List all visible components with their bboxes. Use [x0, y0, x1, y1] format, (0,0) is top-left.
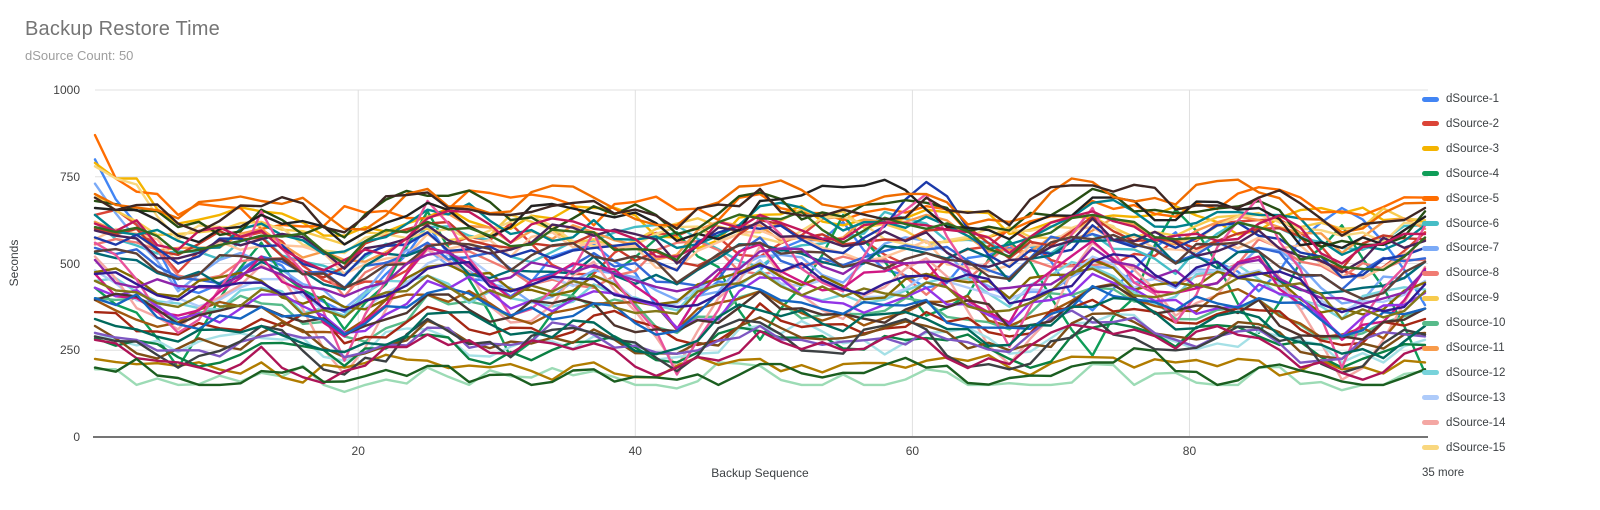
legend-swatch: [1422, 221, 1439, 226]
series-line-dSource-36[interactable]: [93, 178, 1427, 250]
chart-subtitle: dSource Count: 50: [25, 48, 134, 63]
legend-label: dSource-4: [1446, 167, 1500, 180]
chart-title: Backup Restore Time: [25, 18, 220, 40]
series-line-dSource-48[interactable]: [93, 347, 1427, 387]
legend-label: dSource-5: [1446, 192, 1500, 205]
legend-label: dSource-7: [1446, 242, 1500, 255]
series-line-dSource-42[interactable]: [93, 283, 1427, 338]
series-line-dSource-28[interactable]: [93, 187, 1427, 249]
legend-label: dSource-8: [1446, 267, 1500, 280]
series-line-dSource-39[interactable]: [93, 283, 1427, 341]
legend-item-dSource-4[interactable]: dSource-4: [1422, 166, 1499, 182]
legend-swatch: [1422, 295, 1439, 301]
series-line-dSource-44[interactable]: [93, 210, 1427, 272]
legend: dSource-1 dSource-2 dSource-3 dSource-4 dSou…: [1422, 0, 1600, 510]
series-line-dSource-43[interactable]: [93, 296, 1427, 360]
legend-label: dSource-6: [1446, 217, 1500, 230]
legend-swatch: [1422, 146, 1439, 152]
legend-swatch: [1422, 171, 1439, 177]
legend-swatch: [1422, 445, 1439, 451]
series-line-dSource-50[interactable]: [93, 183, 1427, 237]
legend-item-dSource-10[interactable]: dSource-10: [1422, 315, 1505, 331]
series-line-dSource-12[interactable]: [93, 260, 1427, 321]
series-line-dSource-49[interactable]: [93, 253, 1427, 314]
legend-swatch: [1422, 370, 1439, 376]
series-line-dSource-24[interactable]: [93, 198, 1427, 257]
legend-swatch: [1422, 270, 1439, 276]
series-line-dSource-13[interactable]: [93, 253, 1427, 314]
legend-swatch: [1422, 121, 1439, 127]
series-line-dSource-20[interactable]: [93, 215, 1427, 279]
legend-swatch: [1422, 245, 1439, 251]
x-tick-label: 60: [905, 444, 920, 458]
series-line-dSource-47[interactable]: [93, 323, 1427, 385]
y-tick-label: 500: [59, 256, 80, 271]
series-line-dSource-19[interactable]: [93, 232, 1427, 291]
series-line-dSource-9[interactable]: [93, 192, 1427, 249]
legend-swatch: [1422, 395, 1439, 401]
legend-swatch: [1422, 196, 1439, 202]
legend-label: dSource-13: [1446, 391, 1506, 404]
x-tick-label: 40: [628, 444, 642, 458]
y-tick-label: 750: [59, 169, 80, 184]
legend-item-dSource-9[interactable]: dSource-9: [1422, 290, 1499, 306]
legend-swatch: [1422, 96, 1439, 102]
legend-item-dSource-15[interactable]: dSource-15: [1422, 440, 1505, 456]
legend-swatch: [1422, 420, 1439, 426]
legend-swatch: [1422, 320, 1439, 326]
y-tick-label: 1000: [53, 83, 80, 97]
legend-item-dSource-1[interactable]: dSource-1: [1422, 91, 1499, 107]
legend-item-dSource-11[interactable]: dSource-11: [1422, 340, 1505, 356]
series-line-dSource-46[interactable]: [93, 177, 1427, 234]
legend-item-dSource-6[interactable]: dSource-6: [1422, 216, 1499, 232]
legend-item-dSource-13[interactable]: dSource-13: [1422, 390, 1505, 406]
y-tick-label: 250: [59, 343, 80, 358]
legend-item-dSource-2[interactable]: dSource-2: [1422, 116, 1499, 132]
legend-item-dSource-7[interactable]: dSource-7: [1422, 240, 1499, 256]
legend-overflow-more[interactable]: 35 more: [1422, 466, 1465, 479]
series-line-dSource-11[interactable]: [93, 212, 1427, 263]
series-line-dSource-45[interactable]: [93, 267, 1427, 321]
series-line-dSource-38[interactable]: [93, 233, 1427, 301]
x-tick-label: 80: [1182, 444, 1197, 458]
x-axis-title: Backup Sequence: [711, 466, 809, 480]
legend-item-dSource-12[interactable]: dSource-12: [1422, 365, 1505, 381]
legend-item-dSource-5[interactable]: dSource-5: [1422, 191, 1499, 207]
legend-swatch: [1422, 345, 1439, 351]
legend-label: dSource-15: [1446, 441, 1506, 454]
legend-label: dSource-11: [1446, 342, 1505, 354]
legend-label: dSource-12: [1446, 366, 1506, 379]
legend-label: dSource-10: [1446, 317, 1506, 330]
legend-label: dSource-3: [1446, 142, 1500, 155]
y-tick-label: 0: [73, 430, 80, 444]
series-line-dSource-37[interactable]: [93, 316, 1427, 376]
legend-label: dSource-2: [1446, 117, 1500, 130]
legend-item-dSource-8[interactable]: dSource-8: [1422, 265, 1499, 281]
x-tick-label: 20: [351, 444, 365, 458]
legend-label: dSource-14: [1446, 416, 1506, 429]
legend-item-dSource-14[interactable]: dSource-14: [1422, 415, 1505, 431]
series-line-dSource-29[interactable]: [93, 312, 1427, 361]
series-line-dSource-16[interactable]: [93, 361, 1427, 394]
series-line-dSource-21[interactable]: [93, 353, 1427, 384]
legend-label: dSource-1: [1446, 93, 1500, 105]
legend-label: dSource-9: [1446, 292, 1500, 305]
legend-item-dSource-3[interactable]: dSource-3: [1422, 141, 1499, 157]
series-line-dSource-40[interactable]: [93, 209, 1427, 272]
